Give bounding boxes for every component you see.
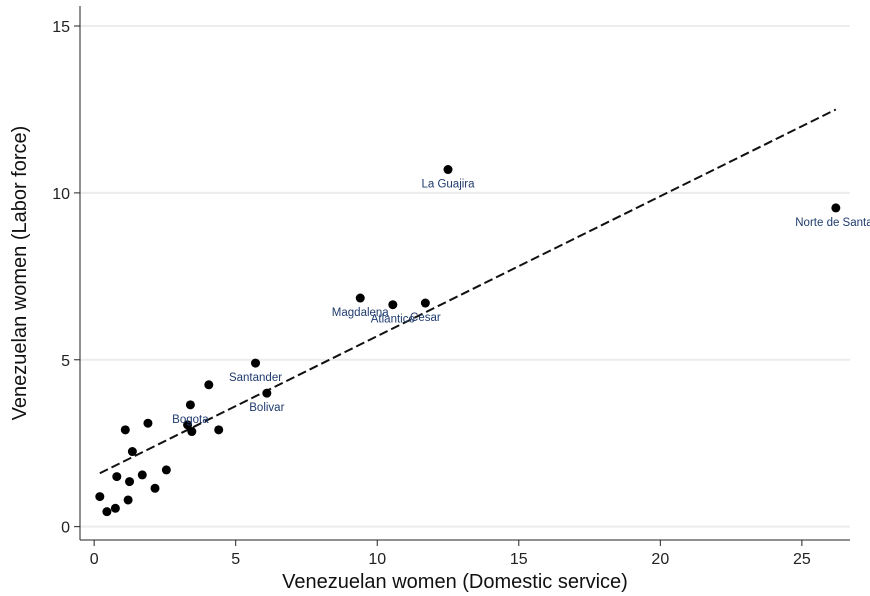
scatter-point	[214, 425, 224, 435]
scatter-point	[143, 418, 153, 428]
scatter-point	[443, 165, 453, 175]
x-axis-title: Venezuelan women (Domestic service)	[282, 571, 628, 593]
x-tick-label: 15	[510, 551, 528, 568]
scatter-point	[420, 298, 430, 308]
grid-lines	[80, 25, 850, 528]
point-label: Bolivar	[249, 402, 284, 414]
axes	[79, 6, 850, 541]
y-tick-label: 15	[52, 19, 70, 36]
scatter-point	[123, 495, 133, 505]
scatter-point	[95, 492, 105, 502]
point-label: Cesar	[410, 312, 441, 324]
point-labels: Bogota Santander Bolivar MagdalenaAtlantico…	[172, 179, 870, 426]
scatter-point	[204, 380, 214, 390]
point-label: Atlantico	[371, 314, 415, 326]
scatter-point	[355, 293, 365, 303]
y-tick-label: 10	[52, 186, 70, 203]
scatter-point	[161, 465, 171, 475]
fit-line	[99, 108, 837, 475]
y-axis-title: Venezuelan women (Labor force)	[9, 126, 31, 421]
point-label: La Guajira	[421, 179, 475, 191]
scatter-point	[831, 203, 841, 213]
x-tick-label: 25	[793, 551, 811, 568]
scatter-point	[251, 358, 261, 368]
scatter-point	[262, 388, 272, 398]
fit-line-group	[99, 108, 837, 475]
y-tick-label: 5	[61, 353, 70, 370]
x-axis-ticks: 0 5 10 15 20 25	[90, 540, 811, 568]
y-tick-label: 0	[61, 520, 70, 537]
scatter-point	[187, 427, 197, 437]
y-axis-ticks: 0 5 10 15	[52, 19, 80, 537]
x-tick-label: 0	[90, 551, 99, 568]
scatter-point	[388, 300, 398, 310]
x-tick-label: 5	[231, 551, 240, 568]
scatter-point	[185, 400, 195, 410]
scatter-point	[150, 483, 160, 493]
scatter-point	[137, 470, 147, 480]
x-tick-label: 10	[368, 551, 386, 568]
scatter-point	[125, 477, 135, 487]
scatter-point	[127, 447, 137, 457]
point-label: Magdalena	[332, 307, 390, 319]
scatter-point	[183, 420, 193, 430]
point-label: Norte de Santar	[795, 217, 870, 229]
scatter-point	[120, 425, 130, 435]
scatter-points	[95, 165, 841, 517]
point-label: Santander	[229, 372, 282, 384]
point-label: Bogota	[172, 414, 209, 426]
scatter-point	[110, 503, 120, 513]
scatter-point	[112, 472, 122, 482]
scatter-point	[102, 507, 112, 517]
x-tick-label: 20	[651, 551, 669, 568]
